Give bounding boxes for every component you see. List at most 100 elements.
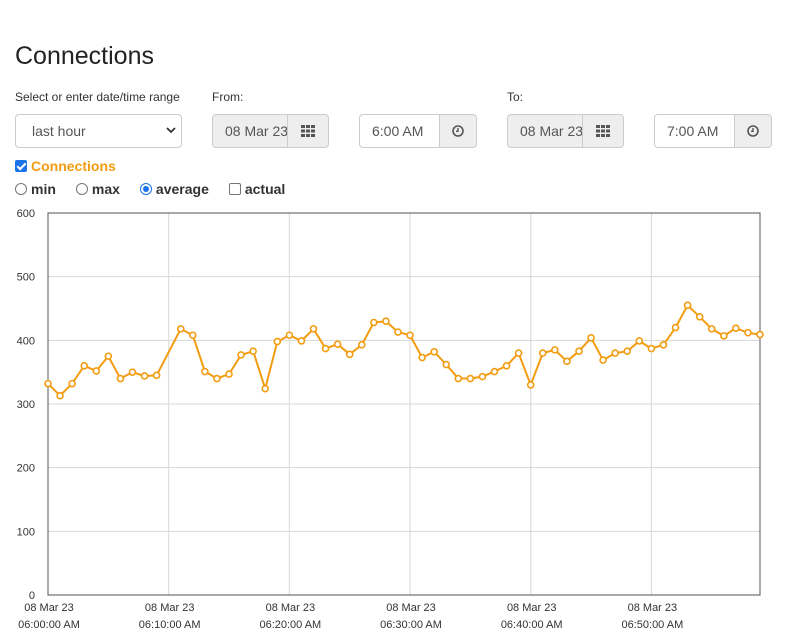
range-select[interactable]: last hour [15,114,182,148]
page-title: Connections [15,42,154,70]
data-point [707,325,716,333]
to-date-input[interactable]: 08 Mar 23 [507,114,583,148]
x-tick-label-time: 06:30:00 AM [380,619,442,631]
data-point [671,323,680,332]
range-select-value: last hour [32,123,86,139]
data-point [587,333,595,342]
y-tick-label: 100 [17,526,35,538]
data-point [418,353,426,362]
to-calendar-button[interactable] [582,114,624,148]
x-tick-label-date: 08 Mar 23 [24,602,74,614]
data-point [394,328,402,336]
data-point [635,337,644,345]
mode-average-radio[interactable] [139,183,152,195]
x-tick-label-time: 06:00:00 AM [18,619,80,631]
data-point [345,350,354,359]
mode-selector: min max average actual [15,181,305,197]
data-point [563,357,571,366]
data-point [273,337,282,346]
y-tick-label: 0 [29,590,35,602]
data-point [152,371,161,380]
data-point [756,330,764,339]
clock-icon [452,125,464,137]
connections-checkbox[interactable] [15,160,27,172]
from-date-input[interactable]: 08 Mar 23 [212,114,288,148]
y-tick-label: 600 [17,208,35,220]
x-tick-label-date: 08 Mar 23 [266,602,316,614]
chart-plot-area [44,301,764,400]
data-point [285,331,294,340]
clock-icon [747,125,759,137]
data-point [406,331,414,340]
from-time-input[interactable]: 6:00 AM [359,114,441,148]
calendar-grid-icon [301,125,315,137]
data-point [357,340,366,349]
x-tick-label-time: 06:20:00 AM [259,619,321,631]
data-point [647,344,656,353]
data-point [249,347,257,355]
data-point [116,374,125,383]
data-point [732,324,740,333]
data-point [575,347,583,355]
x-tick-label-date: 08 Mar 23 [386,602,436,614]
chart-grid [47,212,761,596]
data-point [140,372,149,380]
x-tick-label-date: 08 Mar 23 [507,602,557,614]
data-point [382,317,390,326]
connections-toggle[interactable]: Connections [15,158,116,174]
data-point [104,352,113,361]
data-point [333,340,342,348]
range-label: Select or enter date/time range [15,90,180,104]
data-point [68,379,76,388]
actual-toggle[interactable]: actual [228,181,285,197]
mode-min-radio[interactable] [15,183,27,195]
from-clock-button[interactable] [439,114,477,148]
data-point [80,362,89,370]
y-axis: 0 100 200 300 400 500 600 [17,208,35,602]
to-time-input[interactable]: 7:00 AM [654,114,736,148]
data-point [659,340,668,349]
mode-min[interactable]: min [15,181,56,197]
data-point [502,362,511,370]
to-clock-button[interactable] [734,114,772,148]
mode-max[interactable]: max [75,181,120,197]
connections-line-chart: 0 100 200 300 400 500 600 08 Mar 23 06:00:00 AM… [17,208,764,631]
x-tick-label-date: 08 Mar 23 [145,602,195,614]
data-point [478,372,487,381]
data-point [237,351,245,359]
actual-checkbox[interactable] [228,183,241,195]
mode-average-label: average [155,181,209,197]
y-tick-label: 200 [17,463,35,475]
data-point [189,331,197,340]
data-point [56,391,64,400]
data-point [695,312,704,321]
data-point [466,374,475,383]
data-point [128,368,137,376]
data-point [201,367,209,376]
data-point [623,347,632,355]
data-point [490,367,499,376]
plot-border [47,212,761,596]
data-point [92,367,101,375]
x-tick-label-time: 06:10:00 AM [139,619,201,631]
data-point [551,346,559,354]
data-point [321,344,330,353]
data-point [225,370,233,378]
mode-min-label: min [31,181,56,197]
data-point [526,381,535,389]
data-point [370,318,378,327]
mode-average[interactable]: average [139,181,209,197]
y-tick-label: 400 [17,335,35,347]
data-point [599,356,607,364]
data-point [261,384,270,393]
mode-max-radio[interactable] [75,183,88,195]
data-point [44,379,52,388]
from-label: From: [212,90,244,104]
calendar-grid-icon [596,125,610,137]
data-point [297,337,306,345]
data-point [744,328,752,337]
from-calendar-button[interactable] [287,114,329,148]
chevron-down-icon [166,127,176,134]
x-tick-label-date: 08 Mar 23 [628,602,678,614]
data-point [454,374,463,383]
